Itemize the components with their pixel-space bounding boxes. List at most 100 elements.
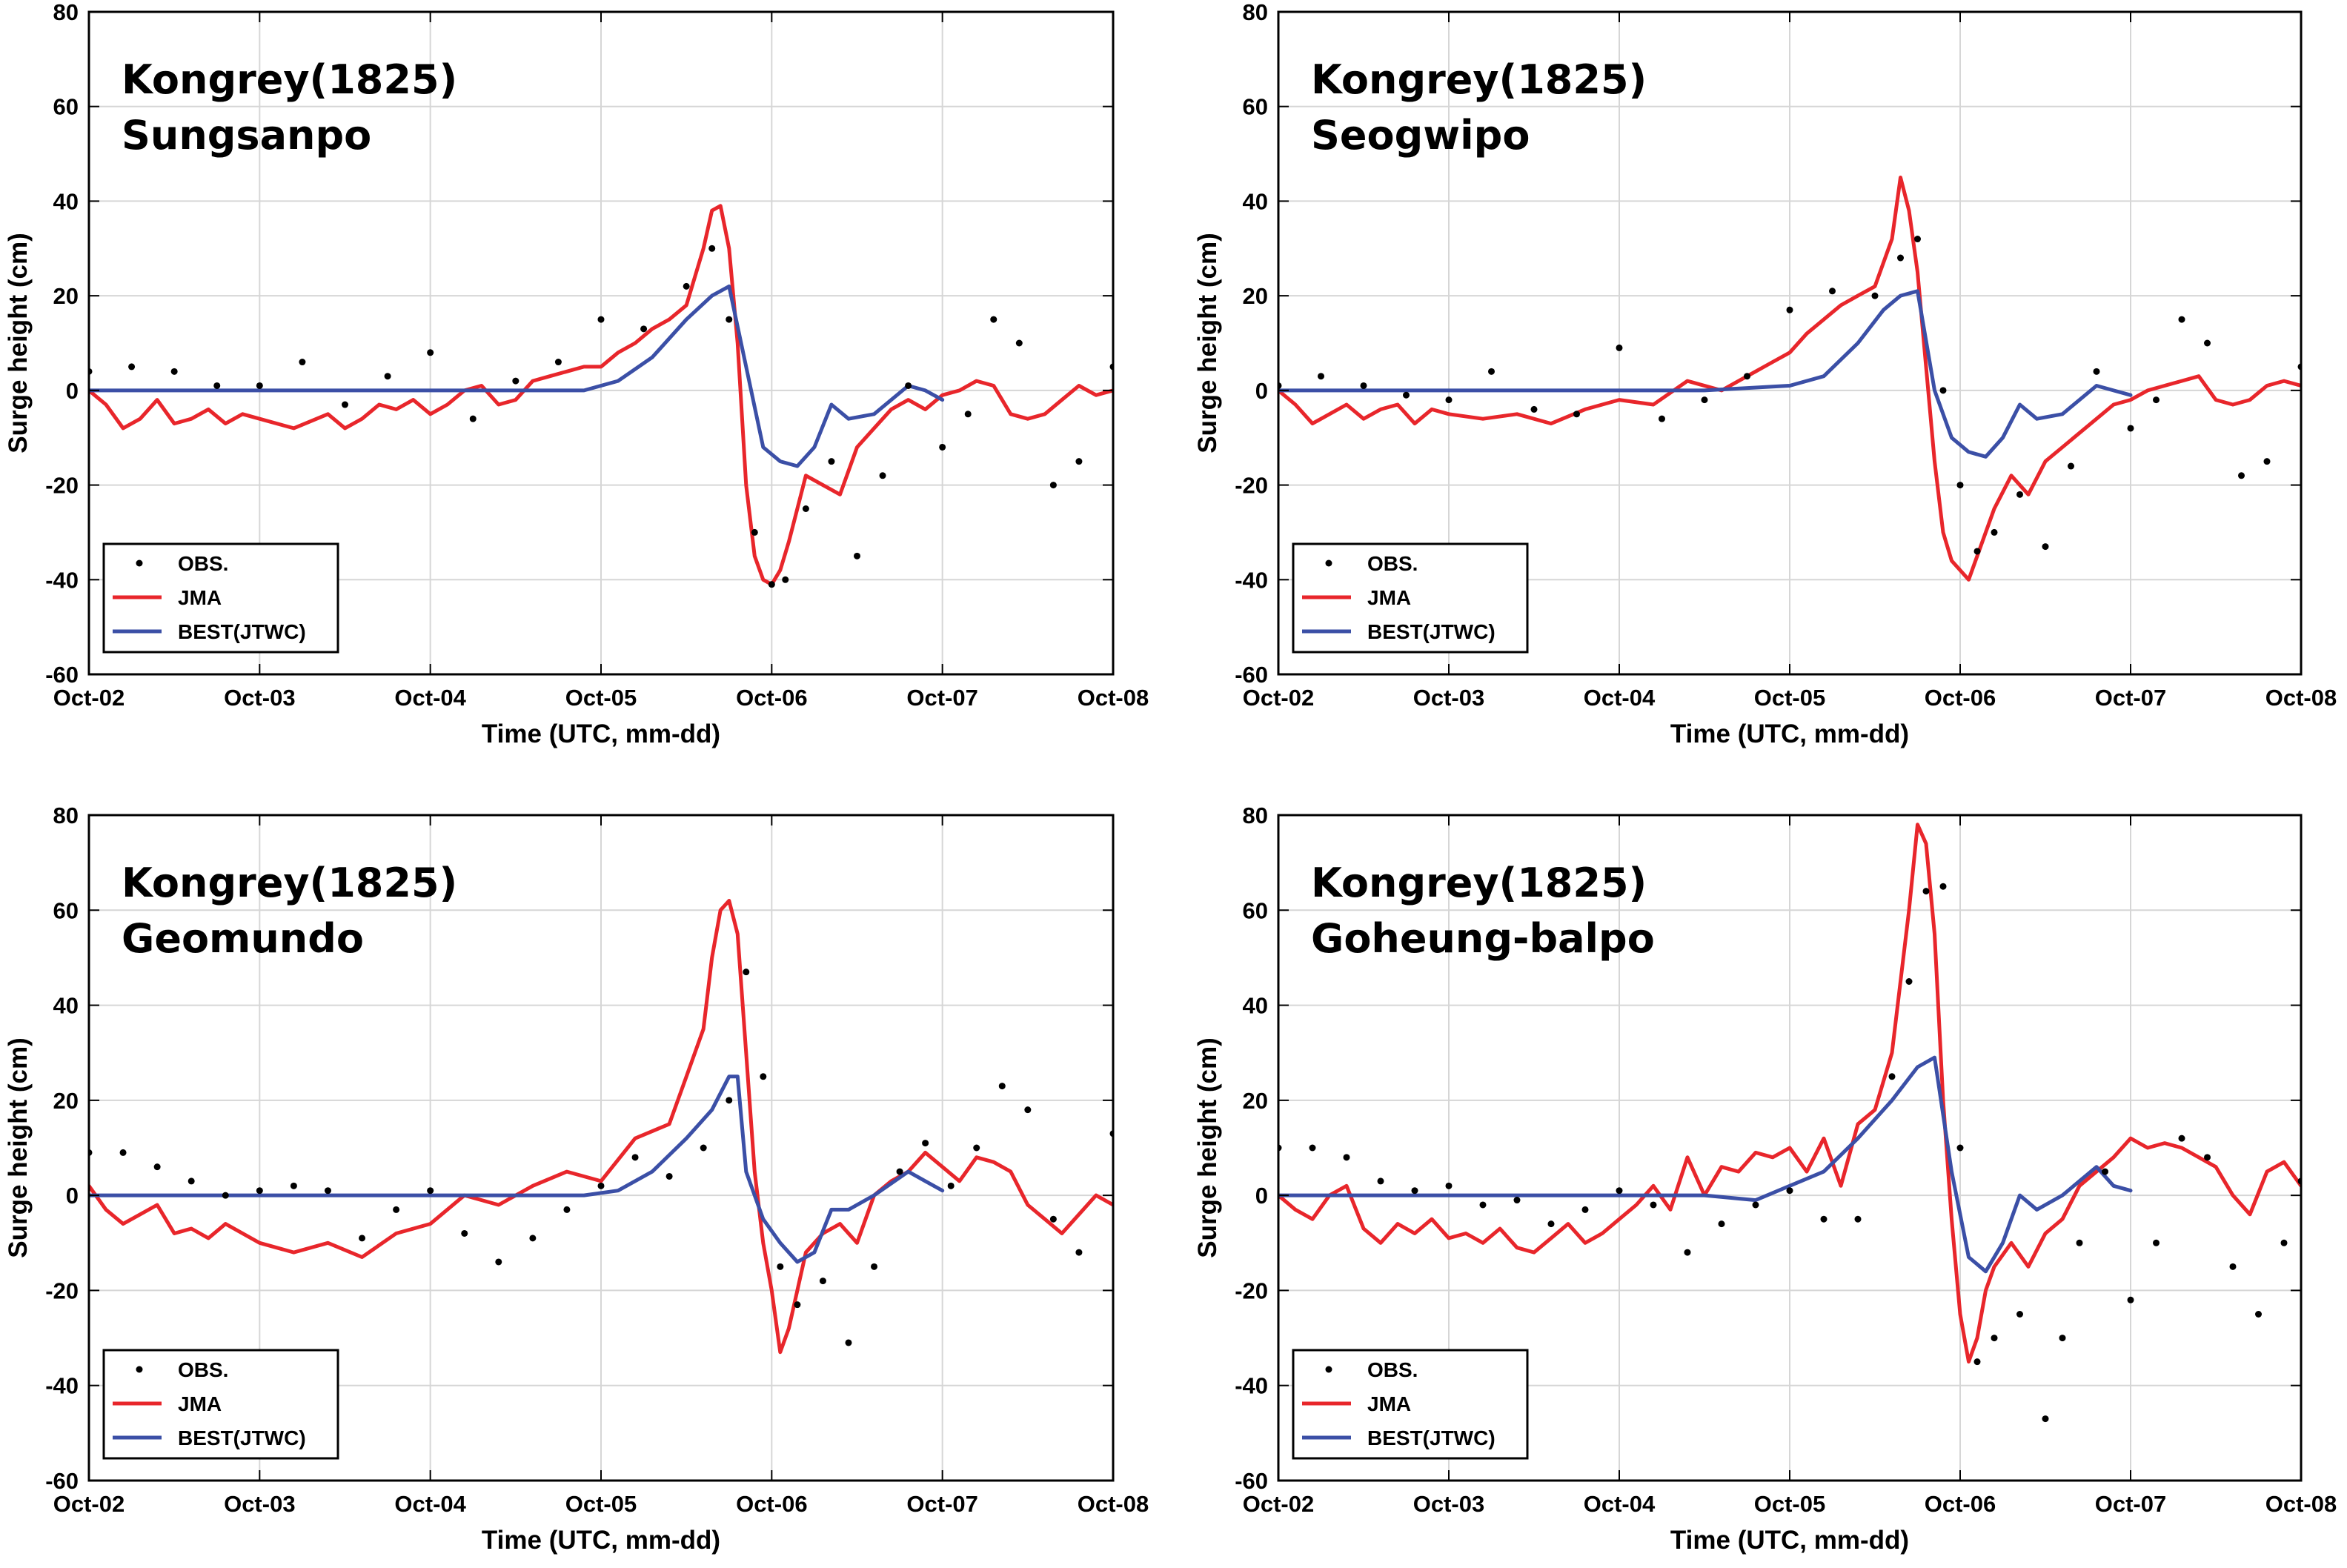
obs-point [2016,1311,2023,1318]
y-tick-label: 40 [53,188,79,214]
obs-point [973,1144,980,1152]
legend-swatch-dot [1325,1366,1332,1373]
obs-point [1049,1215,1057,1223]
x-tick-label: Oct-02 [1243,685,1314,711]
y-tick-label: 0 [66,1183,79,1209]
obs-point [2178,1135,2185,1142]
x-tick-label: Oct-08 [1078,1491,1149,1517]
y-tick-label: -60 [1235,662,1268,688]
x-tick-label: Oct-04 [1584,1491,1656,1517]
obs-point [1829,288,1836,295]
obs-point [1403,391,1410,399]
x-tick-label: Oct-03 [224,685,295,711]
obs-point [597,316,605,323]
obs-point [1360,382,1367,389]
obs-point [2042,543,2049,551]
obs-point [922,1140,929,1147]
obs-point [845,1339,852,1346]
obs-point [1075,1249,1083,1256]
legend-swatch-dot [1325,559,1332,567]
obs-point [256,1187,263,1195]
obs-point [871,1263,878,1270]
obs-point [1744,373,1750,380]
obs-point [342,401,348,408]
obs-point [384,373,391,380]
obs-point [1820,1215,1828,1223]
x-tick-label: Oct-06 [736,685,807,711]
legend-label: OBS. [1367,1358,1418,1381]
obs-point [1939,883,1947,890]
x-tick-label: Oct-05 [1754,1491,1825,1517]
x-tick-label: Oct-05 [565,685,637,711]
chart-panel-3: Oct-02 Oct-03 Oct-04 Oct-05 Oct-06 Oct-07 Oct-… [4,803,1149,1555]
chart-panel-1: Oct-02 Oct-03 Oct-04 Oct-05 Oct-06 Oct-07 Oct-… [4,0,1149,748]
obs-point [1956,1144,1964,1152]
obs-point [990,316,997,323]
plot-title-line-1: Kongrey(1825) [1311,860,1647,906]
x-tick-label: Oct-03 [1413,685,1484,711]
obs-point [2042,1415,2049,1423]
obs-point [1854,1215,1862,1223]
obs-point [170,368,178,375]
obs-point [700,1144,707,1152]
plot-title-line-2: Sungsanpo [122,112,371,159]
obs-point [2229,1263,2237,1270]
plot-title-line-1: Kongrey(1825) [122,56,457,103]
x-tick-label: Oct-04 [394,1491,466,1517]
x-tick-label: Oct-06 [736,1491,807,1517]
obs-point [1075,458,1083,465]
x-tick-label: Oct-06 [1925,685,1996,711]
obs-point [222,1192,229,1199]
y-tick-label: -20 [45,1278,79,1303]
x-tick-label: Oct-07 [2095,685,2166,711]
obs-point [119,1149,127,1156]
obs-point [760,1073,767,1080]
series-best-jtwc-line [1278,1055,2133,1274]
obs-point [1573,411,1580,418]
obs-point [2076,1239,2083,1246]
obs-point [1343,1154,1350,1161]
obs-point [751,528,758,536]
obs-point [1973,1358,1981,1366]
obs-point [879,472,886,479]
x-axis-title: Time (UTC, mm-dd) [1670,720,1909,748]
y-tick-label: 60 [1243,94,1268,120]
y-tick-label: -40 [1235,1373,1268,1399]
y-tick-label: 80 [1243,0,1268,25]
obs-point [563,1206,571,1213]
plot-title-line-2: Seogwipo [1311,112,1530,159]
obs-point [1871,292,1879,299]
obs-point [2263,458,2271,465]
obs-point [1547,1220,1555,1228]
obs-point [427,1187,434,1195]
x-tick-label: Oct-08 [2265,685,2337,711]
y-tick-label: -20 [1235,1278,1268,1303]
obs-point [2059,1335,2066,1342]
obs-point [1956,482,1964,489]
y-tick-label: 60 [1243,897,1268,923]
legend-label: JMA [1367,586,1411,609]
obs-point [768,581,775,588]
y-tick-label: 20 [53,1088,79,1114]
obs-point [299,359,306,366]
obs-point [2255,1311,2262,1318]
y-tick-label: -40 [45,1373,79,1399]
legend-label: OBS. [178,552,228,575]
legend-label: JMA [1367,1392,1411,1415]
obs-point [359,1235,366,1242]
obs-point [1024,1106,1032,1114]
x-tick-label: Oct-07 [906,1491,977,1517]
legend-label: OBS. [1367,552,1418,575]
y-tick-label: -20 [45,473,79,499]
obs-point [1650,1201,1657,1209]
obs-point [828,458,835,465]
obs-point [1530,405,1538,413]
y-axis-title: Surge height (cm) [4,1037,33,1258]
series-best-jtwc-line [89,284,945,468]
legend-label: BEST(JTWC) [1367,620,1495,643]
obs-point [2178,316,2185,323]
obs-point [1377,1177,1384,1185]
obs-point [2016,491,2023,498]
obs-point [1701,396,1708,404]
legend-swatch-dot [136,1366,143,1373]
